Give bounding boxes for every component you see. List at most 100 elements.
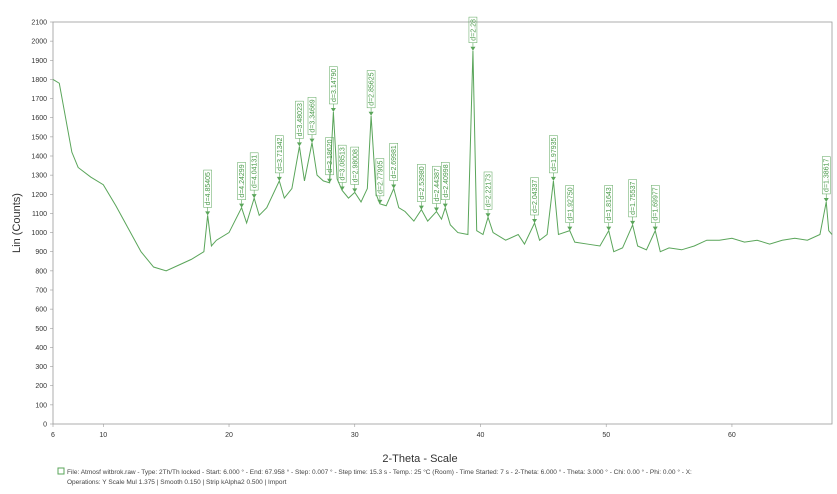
peak-marker	[532, 219, 538, 223]
peak-label-box	[565, 185, 575, 223]
peak-label-box	[337, 144, 347, 183]
y-tick-label: 1600	[31, 115, 47, 122]
x-tick-label: 60	[728, 432, 736, 439]
operations-info: Operations: Y Scale Mul 1.375 | Smooth 0…	[67, 479, 287, 486]
peak-marker	[377, 199, 383, 204]
y-tick-label: 400	[35, 345, 47, 352]
peak-label: d=3.08513	[340, 147, 347, 180]
x-axis-label: 2-Theta - Scale	[382, 453, 457, 465]
plot-frame	[52, 21, 833, 425]
peak-label-box	[604, 185, 613, 223]
peak-marker	[352, 188, 358, 193]
peak-marker	[330, 107, 336, 112]
peak-label: d=4.85405	[205, 172, 212, 205]
y-tick-label: 1700	[31, 96, 47, 103]
peak-label-box	[432, 165, 441, 204]
peak-marker	[823, 197, 829, 202]
peak-marker	[205, 211, 211, 216]
peak-marker	[485, 213, 491, 218]
peak-label-box	[307, 97, 317, 135]
y-tick-label: 1000	[31, 230, 47, 237]
peak-label-box	[366, 70, 376, 109]
y-tick-label: 200	[35, 383, 47, 390]
peak-label: d=3.48023	[297, 103, 304, 136]
file-info: File: Atmosf witbrok.raw - Type: 2Th/Th …	[67, 468, 692, 476]
y-tick-label: 2000	[31, 39, 47, 46]
peak-label-box	[203, 169, 212, 208]
peak-label: d=2.22173	[486, 174, 493, 207]
peak-marker	[470, 46, 476, 51]
file-icon	[57, 467, 65, 475]
peak-label: d=1.38617	[824, 159, 831, 192]
x-tick-label: 20	[225, 432, 233, 439]
peak-label: d=1.69977	[653, 187, 660, 220]
y-tick-label: 1900	[31, 58, 47, 65]
peak-label-box	[249, 152, 259, 191]
peak-label-box	[650, 185, 660, 223]
peak-label-box	[375, 158, 385, 197]
peak-label: d=3.14790	[331, 69, 338, 102]
peak-marker	[567, 226, 573, 231]
x-tick-label: 10	[99, 432, 107, 439]
peak-label: d=2.69981	[391, 145, 398, 178]
y-tick-label: 600	[35, 307, 47, 314]
peak-marker	[550, 176, 556, 181]
peak-label: d=4.24299	[239, 164, 246, 197]
peak-label-box	[483, 171, 493, 210]
y-tick-label: 1200	[31, 192, 47, 199]
peak-marker	[327, 178, 333, 183]
peak-label-box	[441, 162, 450, 200]
y-tick-label: 800	[35, 268, 47, 275]
peak-label-box	[417, 164, 426, 202]
peak-label: d=1.75537	[630, 182, 637, 215]
x-tick-label: 6	[51, 432, 55, 439]
y-tick-label: 300	[35, 364, 47, 371]
x-tick-label: 40	[477, 432, 485, 439]
peak-label-box	[329, 66, 338, 105]
peak-label: d=1.97935	[551, 137, 558, 170]
y-tick-label: 900	[35, 249, 47, 256]
y-axis-label: Lin (Counts)	[11, 193, 23, 253]
y-tick-label: 100	[35, 402, 47, 409]
peak-label-box	[237, 162, 246, 200]
peak-label: d=2.04337	[532, 180, 539, 213]
y-tick-label: 1400	[31, 154, 47, 161]
peak-marker	[309, 138, 315, 143]
peak-label-box	[389, 142, 398, 181]
peak-label: d=3.71342	[277, 137, 284, 170]
peak-label: d=2.77905	[377, 160, 384, 193]
peak-label: d=2.98008	[352, 149, 359, 182]
y-tick-label: 700	[35, 288, 47, 295]
peak-marker	[418, 205, 424, 210]
peak-marker	[391, 184, 397, 189]
peak-marker	[276, 176, 282, 181]
peak-label: d=2.53980	[419, 166, 426, 199]
peak-marker	[652, 226, 658, 231]
y-tick-label: 1100	[32, 211, 47, 218]
peak-label: d=3.34669	[310, 99, 317, 132]
peak-marker	[251, 194, 257, 199]
y-tick-label: 500	[35, 326, 47, 333]
peak-marker	[433, 207, 439, 212]
peak-label-box	[821, 156, 831, 195]
y-tick-label: 1800	[31, 77, 47, 84]
peak-marker	[296, 142, 302, 147]
peak-marker	[368, 111, 374, 116]
y-tick-label: 1300	[31, 173, 47, 180]
peak-label-box	[350, 146, 360, 185]
peak-label-box	[295, 100, 304, 139]
y-tick-label: 2100	[31, 20, 47, 27]
peak-label: d=4.04131	[252, 155, 259, 188]
y-tick-label: 0	[43, 422, 47, 429]
peak-label: d=2.85625	[369, 72, 376, 105]
peak-label: d=2.40998	[443, 164, 450, 197]
peak-label-box	[549, 135, 558, 174]
peak-marker	[606, 226, 612, 231]
peak-label-box	[530, 177, 539, 216]
peak-marker	[442, 203, 448, 208]
peak-label: d=2.44387	[434, 168, 441, 201]
peak-label: d=1.81643	[606, 187, 613, 220]
peak-label-box	[325, 137, 334, 176]
peak-marker	[339, 186, 345, 191]
